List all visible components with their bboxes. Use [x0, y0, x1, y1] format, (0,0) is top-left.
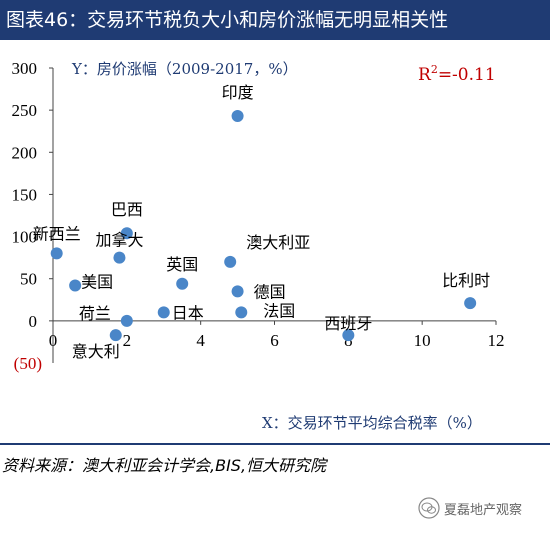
x-tick-label: 4: [196, 331, 205, 350]
data-label: 印度: [222, 83, 254, 102]
data-label: 加拿大: [95, 231, 143, 250]
wechat-icon: [418, 497, 440, 519]
y-tick-label: 0: [29, 312, 38, 331]
data-point: [69, 279, 82, 292]
data-point: [113, 251, 126, 264]
y-tick-label: 50: [20, 270, 37, 289]
data-label: 日本: [172, 303, 204, 322]
watermark: 夏磊地产观察: [418, 497, 522, 519]
data-point: [157, 306, 170, 319]
data-point: [120, 227, 133, 240]
data-label: 新西兰: [33, 224, 81, 243]
source-note: 资料来源：澳大利亚会计学会,BIS,恒大研究院: [2, 456, 327, 475]
data-point: [342, 329, 355, 342]
y-tick-label: 200: [12, 143, 38, 162]
data-label: 德国: [254, 282, 286, 301]
data-point: [224, 255, 237, 268]
data-point: [231, 110, 244, 123]
x-tick-label: 10: [414, 331, 431, 350]
data-label: 西班牙: [324, 314, 372, 333]
data-point: [231, 285, 244, 298]
data-label: 法国: [263, 301, 295, 320]
data-point: [120, 314, 133, 327]
data-label: 意大利: [72, 342, 120, 361]
data-label: 巴西: [111, 200, 143, 219]
data-label: 澳大利亚: [246, 233, 310, 252]
x-tick-label: 6: [270, 331, 279, 350]
data-point: [464, 297, 477, 310]
y-tick-label: 300: [12, 59, 38, 78]
data-point: [109, 329, 122, 342]
data-point: [235, 306, 248, 319]
data-label: 荷兰: [79, 304, 111, 323]
watermark-text: 夏磊地产观察: [444, 502, 523, 518]
x-axis-label: X：交易环节平均综合税率（%）: [262, 414, 482, 432]
data-label: 美国: [81, 272, 113, 291]
y-tick-label: 150: [12, 185, 38, 204]
y-axis-label: Y：房价涨幅（2009-2017，%）: [71, 60, 298, 78]
r-squared-annotation: R2=-0.11: [418, 63, 496, 85]
data-point: [50, 247, 63, 260]
x-tick-label: 0: [49, 331, 58, 350]
data-label: 英国: [166, 255, 198, 274]
x-tick-label: 12: [488, 331, 505, 350]
y-tick-label-negative: (50): [14, 354, 42, 373]
data-points: [50, 110, 477, 342]
y-tick-label: 250: [12, 101, 38, 120]
data-label: 比利时: [442, 271, 490, 290]
data-point: [176, 277, 189, 290]
bottom-divider: [0, 443, 550, 445]
chart-title: 图表46：交易环节税负大小和房价涨幅无明显相关性: [0, 0, 550, 40]
y-tick-label: 100: [12, 228, 38, 247]
x-tick-label: 2: [123, 331, 132, 350]
